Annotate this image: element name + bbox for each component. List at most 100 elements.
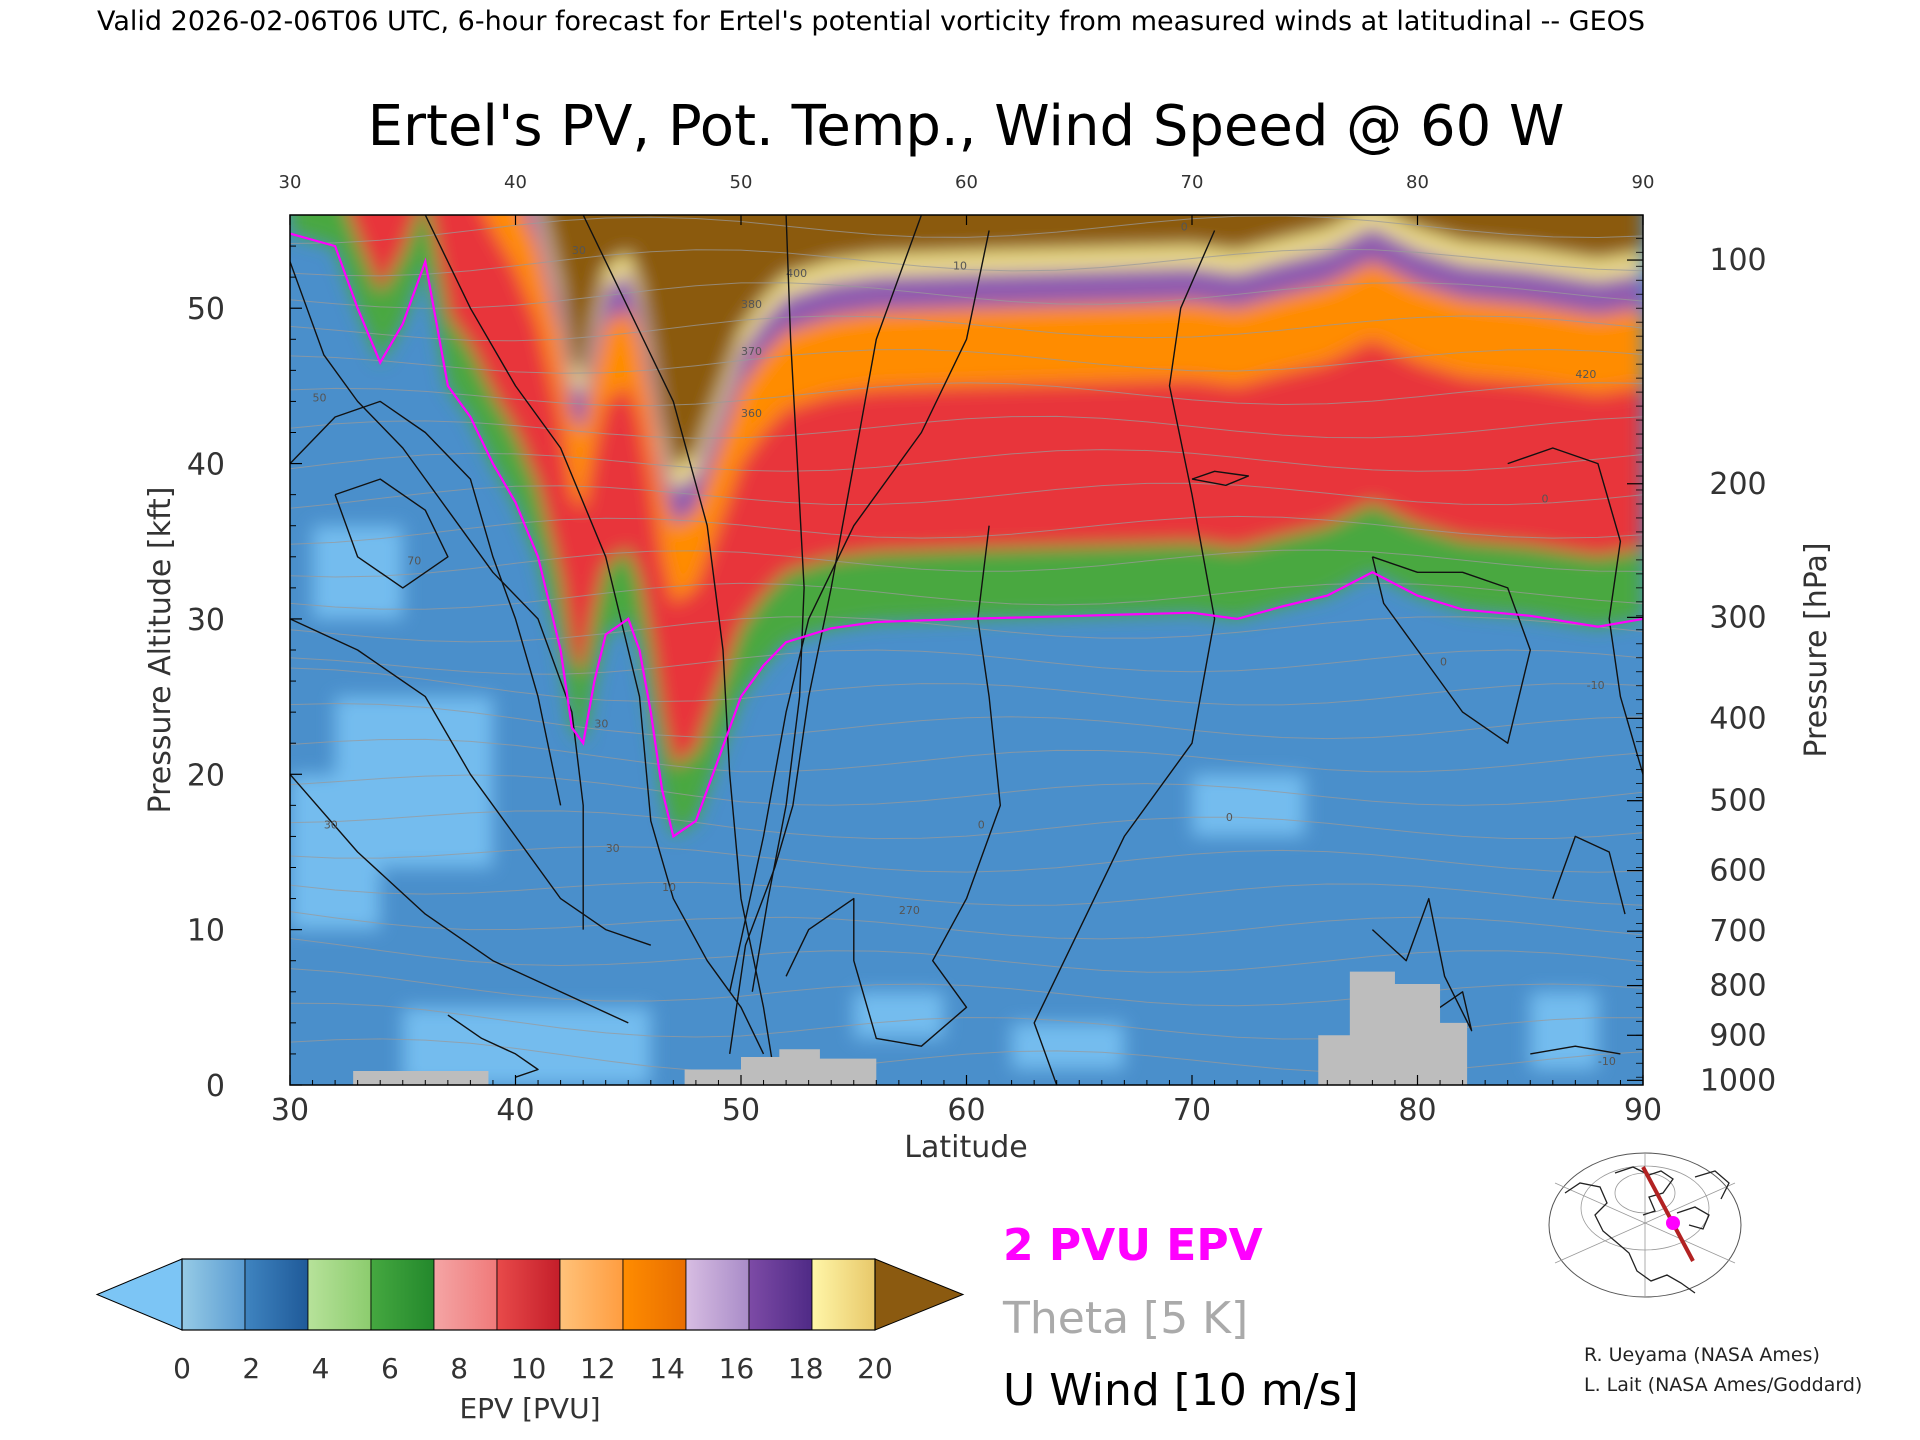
u-wind-contour-label: -10 bbox=[1587, 679, 1605, 692]
theta-contour-line bbox=[290, 382, 1643, 407]
u-wind-contour-line bbox=[290, 773, 629, 1024]
orography bbox=[353, 971, 1468, 1085]
theta-contour-line bbox=[290, 415, 1643, 439]
theta-contour-line bbox=[290, 774, 1643, 806]
colorbar-tick-label: 10 bbox=[511, 1352, 547, 1385]
theta-contour-line bbox=[290, 582, 1643, 610]
theta-contour-line bbox=[290, 248, 1643, 277]
y-tick-label: 10 bbox=[187, 914, 225, 949]
theta-contour-label: 420 bbox=[1575, 368, 1596, 381]
u-wind-contour-line bbox=[1552, 835, 1626, 915]
theta-contour-line bbox=[290, 449, 1643, 472]
theta-contour-label: 360 bbox=[741, 407, 762, 420]
map-location-marker bbox=[1666, 1216, 1680, 1230]
colorbar-tick-label: 8 bbox=[450, 1352, 468, 1385]
u-wind-contour-line bbox=[1371, 556, 1531, 744]
u-wind-contour-label: 0 bbox=[1226, 811, 1233, 824]
u-wind-contour-line bbox=[729, 230, 990, 992]
theta-contour-label: 370 bbox=[741, 345, 762, 358]
pv-low-patch bbox=[1192, 774, 1305, 837]
pv-low-patch bbox=[1011, 1022, 1125, 1070]
x-tick-label-top: 60 bbox=[955, 172, 978, 193]
colorbar-tick-label: 18 bbox=[788, 1352, 824, 1385]
colorbar-segment bbox=[748, 1258, 813, 1331]
credit-line-2: L. Lait (NASA Ames/Goddard) bbox=[1584, 1374, 1862, 1396]
x-tick-label-top: 40 bbox=[504, 172, 527, 193]
terrain-block bbox=[684, 1049, 877, 1085]
legend-theta: Theta [5 K] bbox=[1002, 1293, 1248, 1344]
theta-contour-line bbox=[290, 845, 1643, 873]
x-tick-label: 40 bbox=[496, 1093, 534, 1128]
x-tick-label-top: 70 bbox=[1181, 172, 1204, 193]
pressure-tick-label: 800 bbox=[1709, 969, 1766, 1004]
chart-title: Ertel's PV, Pot. Temp., Wind Speed @ 60 … bbox=[368, 94, 1565, 159]
pressure-tick-label: 200 bbox=[1709, 467, 1766, 502]
colorbar-tick-label: 6 bbox=[381, 1352, 399, 1385]
chart-banner: Valid 2026-02-06T06 UTC, 6-hour forecast… bbox=[97, 6, 1645, 37]
colorbar-tick-label: 12 bbox=[580, 1352, 616, 1385]
u-wind-contour-label: 50 bbox=[313, 391, 327, 404]
u-wind-contour-label: 30 bbox=[324, 819, 338, 832]
pv-2-contour-line bbox=[290, 232, 1643, 839]
u-wind-contour-line bbox=[729, 215, 923, 1055]
theta-contour-line bbox=[290, 215, 1643, 244]
colorbar-segment bbox=[181, 1258, 246, 1331]
x-tick-label: 70 bbox=[1173, 1093, 1211, 1128]
theta-contour-line bbox=[290, 810, 1643, 840]
u-wind-contour-label: -10 bbox=[1598, 1055, 1616, 1068]
pv-low-patch bbox=[853, 991, 944, 1039]
y-tick-label: 40 bbox=[187, 448, 225, 483]
y-tick-label: 20 bbox=[187, 758, 225, 793]
x-tick-label: 30 bbox=[271, 1093, 309, 1128]
colorbar-above-arrow bbox=[874, 1258, 965, 1331]
pv-low-patch bbox=[1530, 991, 1598, 1070]
u-wind-contour-line bbox=[290, 400, 562, 806]
axes: 3030404050506060707080809090010203040501… bbox=[187, 172, 1776, 1128]
colorbar-segment bbox=[433, 1258, 498, 1331]
u-wind-contour-line bbox=[1191, 470, 1250, 486]
u-wind-contour-label: 10 bbox=[953, 259, 967, 272]
u-wind-contour-label: 0 bbox=[1440, 656, 1447, 669]
theta-contour-line bbox=[290, 549, 1643, 578]
theta-contour-line bbox=[290, 482, 1643, 509]
x-tick-label-top: 50 bbox=[730, 172, 753, 193]
u-wind-contour-label: 70 bbox=[407, 555, 421, 568]
u-wind-contour-label: 0 bbox=[978, 819, 985, 832]
theta-contour-line bbox=[290, 881, 1643, 906]
pressure-tick-label: 300 bbox=[1709, 600, 1766, 635]
theta-contour-line bbox=[290, 515, 1643, 545]
y-axis-label-left: Pressure Altitude [kft] bbox=[143, 487, 178, 814]
x-tick-label-top: 30 bbox=[279, 172, 302, 193]
u-wind-contour-label: 30 bbox=[594, 718, 608, 731]
legend-pv: 2 PVU EPV bbox=[1003, 1220, 1263, 1271]
theta-contour-line bbox=[290, 282, 1643, 309]
map-cross-section-track bbox=[1641, 1166, 1695, 1262]
map-inset bbox=[1548, 1152, 1742, 1298]
plot-area: 270 360 370 380 400 420 70 50 30 30 30 10 10 30 0 0 0 0 0… bbox=[290, 215, 1643, 1085]
theta-contour-line bbox=[290, 738, 1643, 773]
theta-contour-line bbox=[290, 616, 1643, 643]
colorbar-label: EPV [PVU] bbox=[459, 1392, 600, 1425]
colorbar-segment bbox=[622, 1258, 687, 1331]
pressure-tick-label: 700 bbox=[1709, 914, 1766, 949]
pv-low-patch bbox=[335, 696, 493, 868]
pressure-tick-label: 500 bbox=[1709, 784, 1766, 819]
u-wind-contour-label: 10 bbox=[662, 881, 676, 894]
colorbar-segment bbox=[811, 1258, 876, 1331]
u-wind-contours: 70 50 30 30 30 10 10 30 0 0 0 0 0 -10 -10 bbox=[290, 215, 1643, 1085]
y-tick-label: 0 bbox=[206, 1069, 225, 1104]
x-tick-label: 50 bbox=[722, 1093, 760, 1128]
theta-contour-label: 380 bbox=[741, 298, 762, 311]
pv-field bbox=[290, 215, 1643, 1085]
colorbar-segment bbox=[496, 1258, 561, 1331]
u-wind-contour-line bbox=[785, 525, 1001, 1047]
x-tick-label: 80 bbox=[1398, 1093, 1436, 1128]
theta-contour-line bbox=[290, 911, 1643, 940]
colorbar-tick-label: 16 bbox=[719, 1352, 755, 1385]
theta-contour-line bbox=[290, 667, 1643, 706]
u-wind-contour-line bbox=[1371, 897, 1473, 1032]
terrain-block bbox=[1318, 971, 1468, 1085]
pv-low-patch bbox=[312, 525, 403, 619]
pressure-tick-label: 600 bbox=[1709, 854, 1766, 889]
